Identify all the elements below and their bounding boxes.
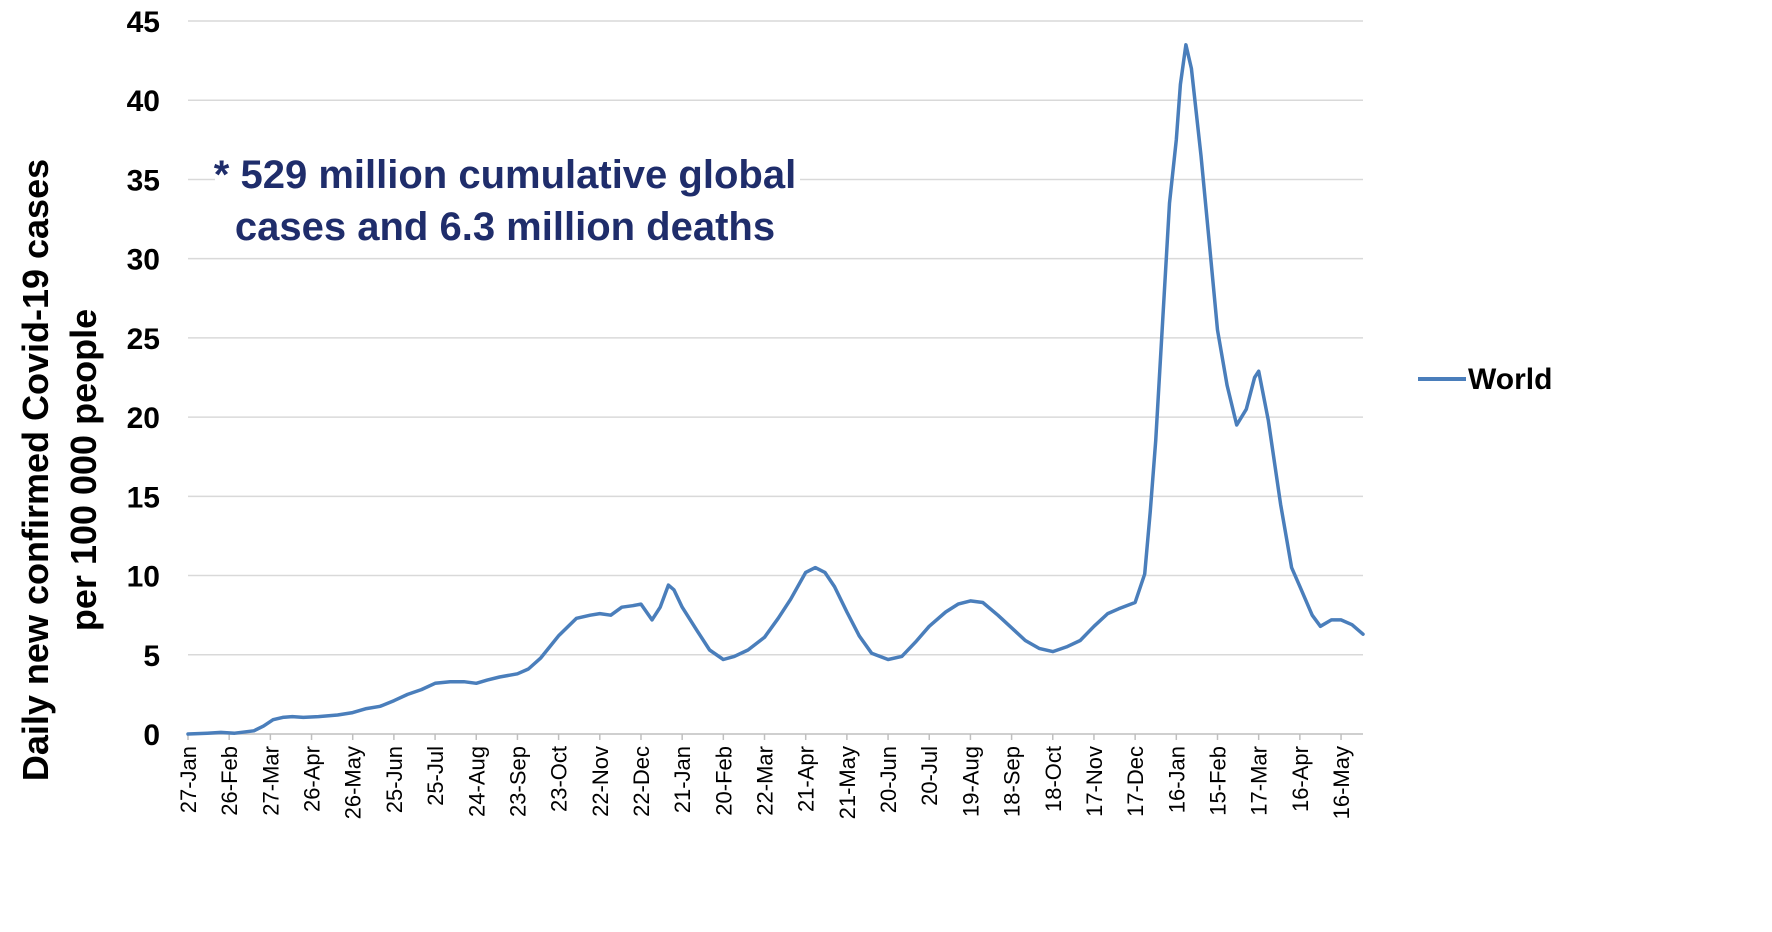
x-tick-label: 27-Jan bbox=[176, 746, 201, 813]
y-tick-label-0: 0 bbox=[143, 719, 160, 752]
x-tick-label: 22-Dec bbox=[629, 746, 654, 817]
x-tick-label: 16-Jan bbox=[1164, 746, 1189, 813]
x-axis: 27-Jan 26-Feb 27-Mar 26-Apr 26-May 25-Jun 25-J… bbox=[176, 734, 1354, 819]
x-tick-label: 19-Aug bbox=[958, 746, 983, 817]
x-tick-label: 22-Mar bbox=[753, 746, 778, 816]
y-tick-label-35: 35 bbox=[127, 164, 160, 197]
x-tick-label: 20-Feb bbox=[711, 746, 736, 816]
x-tick-label: 26-Feb bbox=[217, 746, 242, 816]
x-tick-label: 25-Jun bbox=[382, 746, 407, 813]
x-tick-label: 17-Mar bbox=[1247, 746, 1272, 816]
y-tick-label-20: 20 bbox=[127, 402, 160, 435]
y-axis: 0 5 10 15 20 25 30 35 40 45 bbox=[127, 6, 160, 752]
x-tick-label: 25-Jul bbox=[423, 746, 448, 806]
y-axis-label: Daily new confirmed Covid-19 cases bbox=[15, 159, 56, 781]
x-tick-label: 23-Sep bbox=[505, 746, 530, 817]
x-tick-label: 20-Jun bbox=[876, 746, 901, 813]
x-tick-label: 21-Apr bbox=[794, 746, 819, 812]
y-tick-label-15: 15 bbox=[127, 481, 160, 514]
x-tick-label: 16-May bbox=[1329, 746, 1354, 819]
y-tick-label-45: 45 bbox=[127, 6, 160, 39]
x-tick-label: 22-Nov bbox=[588, 746, 613, 817]
y-tick-label-5: 5 bbox=[143, 640, 160, 673]
x-tick-label: 18-Sep bbox=[1000, 746, 1025, 817]
y-tick-label-25: 25 bbox=[127, 323, 160, 356]
x-tick-label: 21-Jan bbox=[670, 746, 695, 813]
series-line-world bbox=[186, 43, 1365, 736]
y-tick-label-10: 10 bbox=[127, 561, 160, 594]
x-tick-label: 18-Oct bbox=[1041, 746, 1066, 812]
x-tick-label: 15-Feb bbox=[1205, 746, 1230, 816]
y-axis-label-line2: per 100 000 people bbox=[63, 309, 104, 631]
x-tick-label: 27-Mar bbox=[258, 746, 283, 816]
annotation-line2: cases and 6.3 million deaths bbox=[235, 205, 775, 249]
legend-label-world: World bbox=[1468, 363, 1552, 396]
x-tick-label: 24-Aug bbox=[464, 746, 489, 817]
x-tick-label: 26-May bbox=[341, 746, 366, 819]
x-tick-label: 16-Apr bbox=[1288, 746, 1313, 812]
legend: World bbox=[1418, 363, 1552, 396]
x-tick-label: 17-Nov bbox=[1082, 746, 1107, 817]
x-tick-label: 17-Dec bbox=[1123, 746, 1148, 817]
x-tick-label: 21-May bbox=[835, 746, 860, 819]
series-layer bbox=[186, 43, 1365, 736]
gridlines bbox=[188, 20, 1363, 656]
annotation-background bbox=[215, 144, 800, 250]
x-tick-label: 20-Jul bbox=[917, 746, 942, 806]
y-tick-label-30: 30 bbox=[127, 244, 160, 277]
annotation-line1: * 529 million cumulative global bbox=[214, 153, 796, 197]
x-tick-label: 23-Oct bbox=[547, 746, 572, 812]
y-tick-label-40: 40 bbox=[127, 85, 160, 118]
x-tick-label: 26-Apr bbox=[300, 746, 325, 812]
